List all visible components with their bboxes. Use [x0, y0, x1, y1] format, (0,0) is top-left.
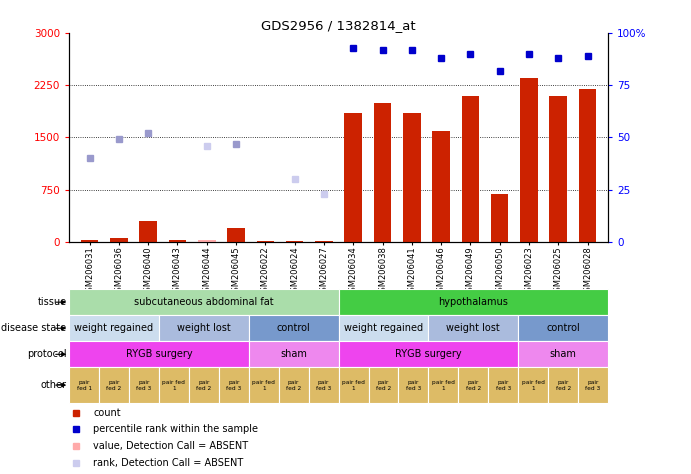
- Text: weight lost: weight lost: [446, 323, 500, 333]
- Text: subcutaneous abdominal fat: subcutaneous abdominal fat: [134, 297, 274, 307]
- Text: protocol: protocol: [27, 349, 66, 359]
- Bar: [518, 315, 608, 341]
- Text: pair
fed 2: pair fed 2: [286, 380, 301, 391]
- Bar: [428, 367, 458, 403]
- Bar: [198, 240, 216, 242]
- Text: percentile rank within the sample: percentile rank within the sample: [93, 424, 258, 435]
- Bar: [518, 341, 608, 367]
- Bar: [491, 194, 509, 242]
- Text: pair fed
1: pair fed 1: [252, 380, 275, 391]
- Bar: [286, 241, 303, 242]
- Bar: [578, 367, 608, 403]
- Bar: [518, 367, 548, 403]
- Text: hypothalamus: hypothalamus: [438, 297, 509, 307]
- Bar: [339, 315, 428, 341]
- Bar: [140, 221, 157, 242]
- Bar: [169, 240, 187, 242]
- Bar: [69, 341, 249, 367]
- Bar: [81, 240, 98, 242]
- Bar: [249, 367, 278, 403]
- Bar: [159, 315, 249, 341]
- Bar: [579, 89, 596, 242]
- Bar: [458, 367, 489, 403]
- Text: pair
fed 3: pair fed 3: [406, 380, 421, 391]
- Text: weight lost: weight lost: [177, 323, 231, 333]
- Bar: [339, 289, 608, 315]
- Bar: [69, 367, 99, 403]
- Bar: [548, 367, 578, 403]
- Bar: [99, 367, 129, 403]
- Text: pair fed
1: pair fed 1: [162, 380, 185, 391]
- Text: RYGB surgery: RYGB surgery: [395, 349, 462, 359]
- Text: disease state: disease state: [1, 323, 66, 333]
- Text: sham: sham: [281, 349, 307, 359]
- Text: pair fed
1: pair fed 1: [432, 380, 455, 391]
- Text: pair
fed 2: pair fed 2: [556, 380, 571, 391]
- Text: pair
fed 3: pair fed 3: [226, 380, 241, 391]
- Bar: [549, 96, 567, 242]
- Text: pair fed
1: pair fed 1: [342, 380, 365, 391]
- Text: pair
fed 3: pair fed 3: [316, 380, 331, 391]
- Text: pair
fed 2: pair fed 2: [466, 380, 481, 391]
- Bar: [69, 315, 159, 341]
- Bar: [315, 241, 333, 242]
- Text: pair
fed 1: pair fed 1: [77, 380, 92, 391]
- Bar: [462, 96, 479, 242]
- Text: weight regained: weight regained: [344, 323, 423, 333]
- Bar: [159, 367, 189, 403]
- Text: pair
fed 2: pair fed 2: [376, 380, 391, 391]
- Bar: [249, 341, 339, 367]
- Text: pair fed
1: pair fed 1: [522, 380, 545, 391]
- Bar: [403, 113, 421, 242]
- Bar: [344, 113, 362, 242]
- Bar: [110, 237, 128, 242]
- Bar: [69, 289, 339, 315]
- Text: pair
fed 2: pair fed 2: [106, 380, 122, 391]
- Text: weight regained: weight regained: [75, 323, 153, 333]
- Text: other: other: [40, 380, 66, 390]
- Text: value, Detection Call = ABSENT: value, Detection Call = ABSENT: [93, 441, 248, 451]
- Bar: [249, 315, 339, 341]
- Bar: [374, 103, 391, 242]
- Title: GDS2956 / 1382814_at: GDS2956 / 1382814_at: [261, 19, 416, 32]
- Bar: [433, 130, 450, 242]
- Bar: [489, 367, 518, 403]
- Text: RYGB surgery: RYGB surgery: [126, 349, 192, 359]
- Bar: [219, 367, 249, 403]
- Text: pair
fed 2: pair fed 2: [196, 380, 211, 391]
- Bar: [368, 367, 399, 403]
- Bar: [278, 367, 309, 403]
- Text: pair
fed 3: pair fed 3: [495, 380, 511, 391]
- Text: count: count: [93, 408, 121, 418]
- Text: rank, Detection Call = ABSENT: rank, Detection Call = ABSENT: [93, 457, 243, 468]
- Bar: [129, 367, 159, 403]
- Bar: [520, 78, 538, 242]
- Text: tissue: tissue: [37, 297, 66, 307]
- Text: pair
fed 3: pair fed 3: [585, 380, 600, 391]
- Bar: [339, 341, 518, 367]
- Bar: [399, 367, 428, 403]
- Text: sham: sham: [550, 349, 576, 359]
- Text: control: control: [547, 323, 580, 333]
- Bar: [339, 367, 368, 403]
- Text: pair
fed 3: pair fed 3: [136, 380, 151, 391]
- Bar: [227, 228, 245, 242]
- Bar: [428, 315, 518, 341]
- Text: control: control: [277, 323, 310, 333]
- Bar: [189, 367, 219, 403]
- Bar: [309, 367, 339, 403]
- Bar: [256, 241, 274, 242]
